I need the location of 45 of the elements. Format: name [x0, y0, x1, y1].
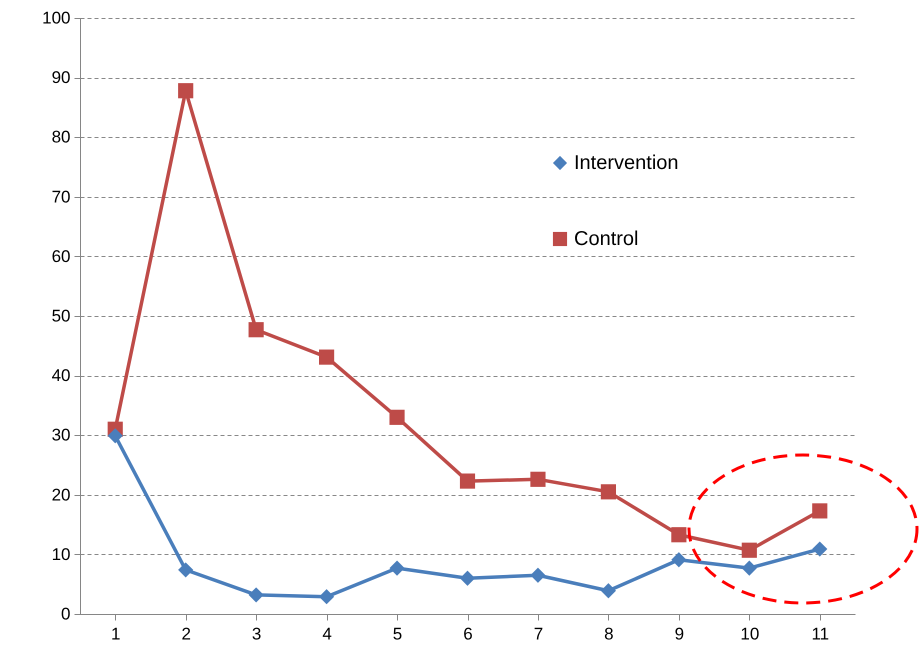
x-tick-label: 7	[534, 624, 544, 644]
x-tick-label: 5	[392, 624, 402, 644]
point	[600, 484, 616, 500]
point	[600, 583, 616, 598]
point	[319, 350, 334, 365]
point	[389, 410, 405, 425]
point	[530, 472, 546, 487]
point	[319, 589, 334, 604]
y-tick-label: 30	[52, 426, 70, 445]
point	[671, 527, 686, 542]
point	[178, 83, 194, 98]
x-tick-label: 9	[674, 624, 684, 644]
point	[389, 560, 405, 576]
point	[742, 542, 757, 558]
point	[742, 560, 757, 576]
point	[248, 322, 264, 338]
point	[108, 428, 123, 444]
point	[812, 503, 828, 518]
y-tick-label: 80	[52, 128, 70, 147]
point	[671, 552, 686, 568]
y-tick-label: 0	[61, 604, 70, 624]
x-tick-label: 8	[604, 624, 614, 644]
x-tick-label: 11	[811, 624, 830, 644]
legend-label: Control	[574, 228, 638, 250]
y-tick-label: 60	[52, 246, 70, 266]
y-tick-label: 20	[52, 485, 70, 504]
point	[460, 474, 476, 489]
point	[248, 587, 264, 603]
legend-label: Intervention	[574, 152, 679, 174]
x-tick-label: 3	[252, 624, 262, 644]
x-tick-label: 4	[322, 624, 332, 644]
y-tick-label: 100	[42, 8, 70, 28]
x-tick-label: 1	[110, 624, 120, 644]
x-tick-label: 6	[463, 624, 473, 644]
y-tick-label: 70	[52, 187, 70, 206]
x-tick-label: 2	[181, 624, 191, 644]
point	[530, 568, 546, 583]
x-tick-label: 10	[740, 624, 760, 644]
y-tick-label: 40	[52, 366, 70, 386]
y-tick-label: 50	[52, 306, 70, 326]
point	[460, 570, 476, 586]
point	[812, 541, 828, 557]
y-tick-label: 90	[52, 68, 70, 88]
point	[178, 562, 194, 578]
y-tick-label: 10	[52, 544, 70, 564]
